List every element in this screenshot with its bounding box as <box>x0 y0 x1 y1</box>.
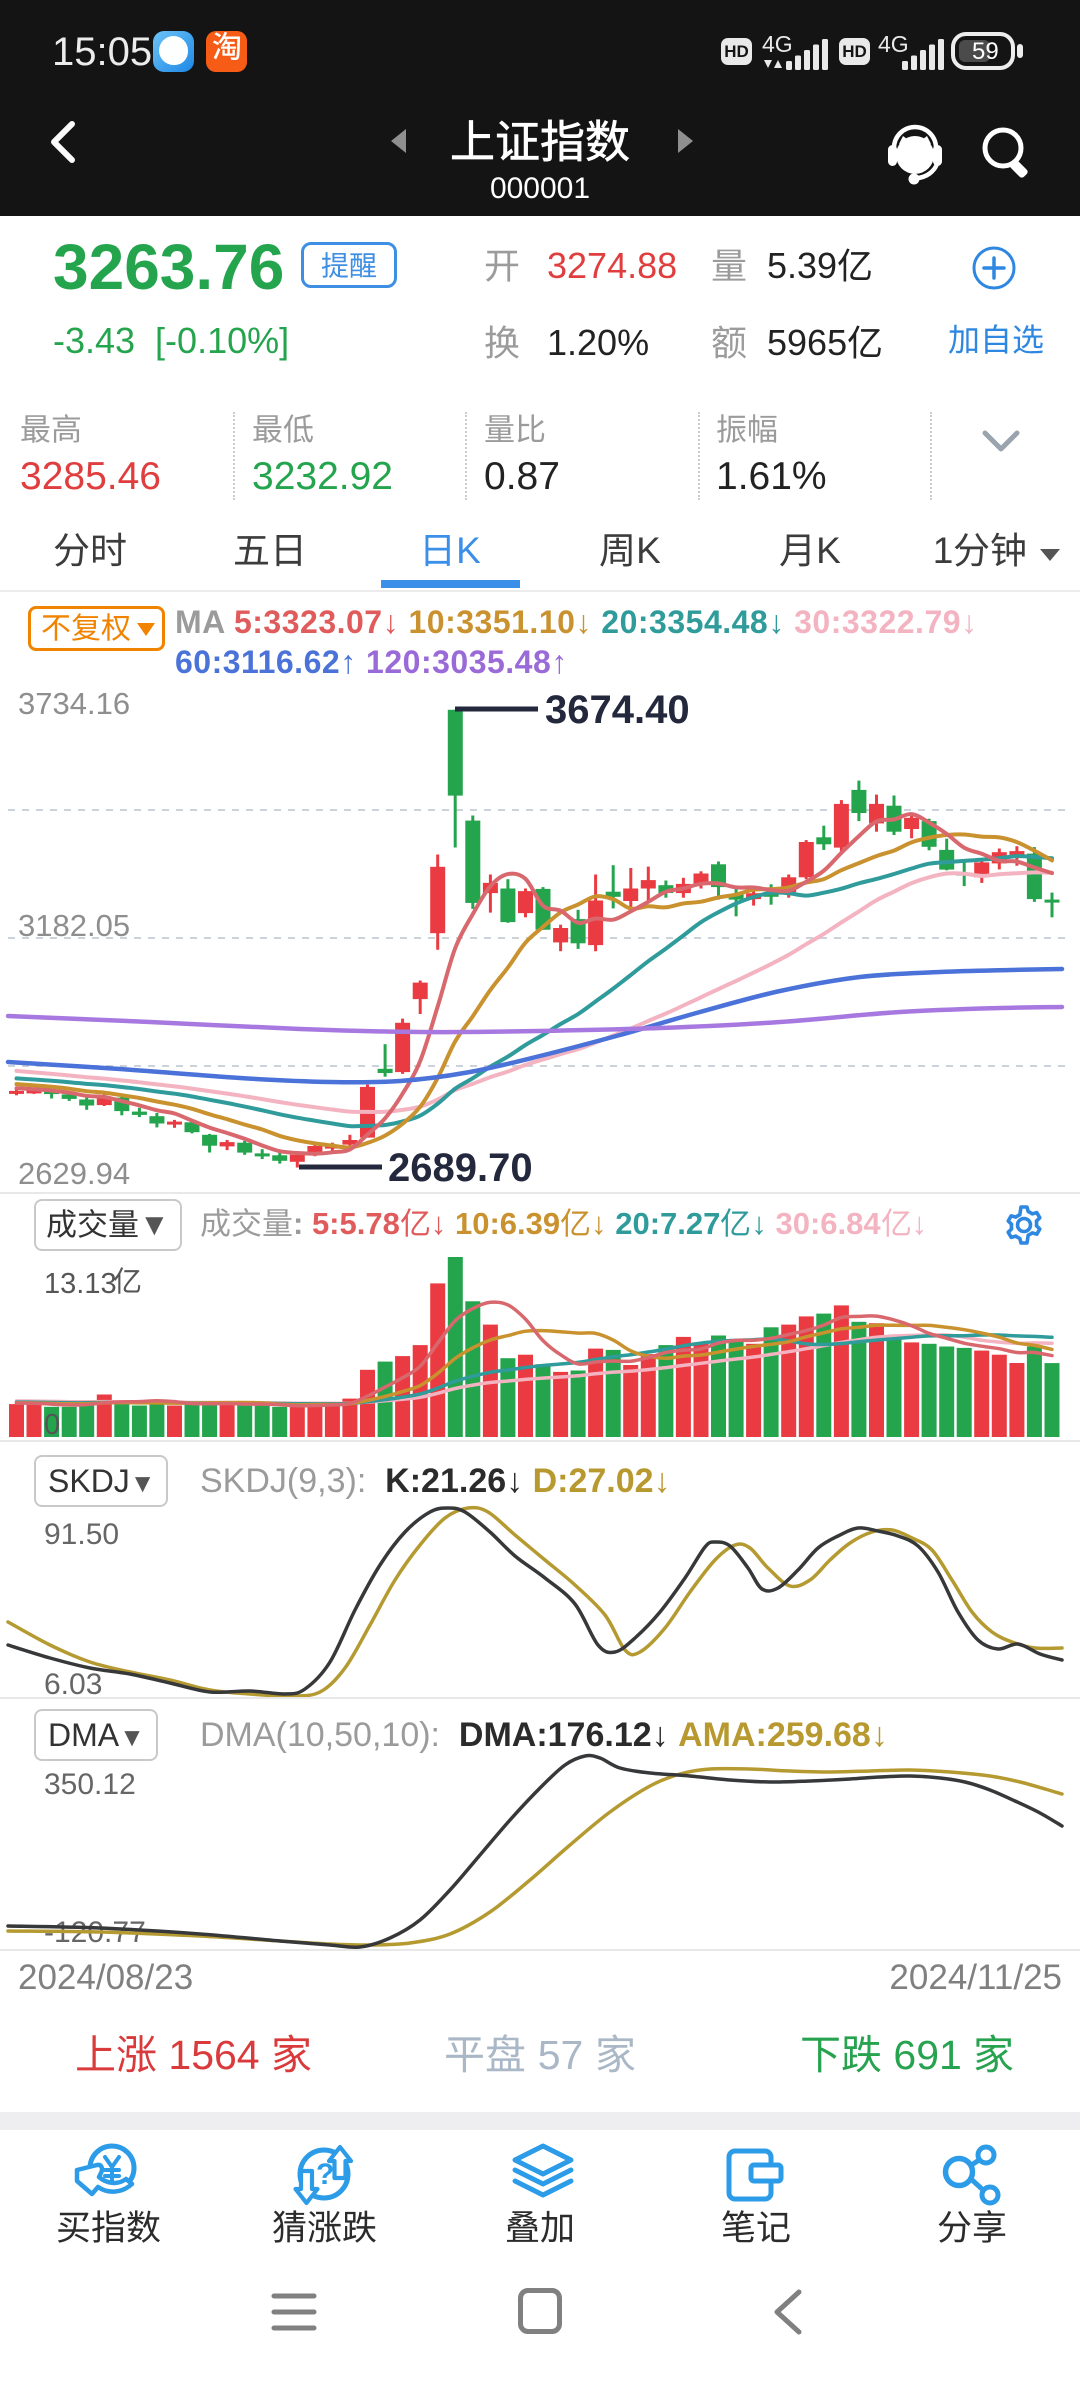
svg-text:4G: 4G <box>878 31 909 57</box>
svg-text:4G: 4G <box>762 31 793 57</box>
svg-text:91.50: 91.50 <box>44 1518 119 1551</box>
svg-text:3674.40: 3674.40 <box>545 688 690 732</box>
svg-text:3182.05: 3182.05 <box>18 908 130 943</box>
svg-text:0: 0 <box>44 1409 60 1441</box>
svg-text:2629.94: 2629.94 <box>18 1156 130 1191</box>
svg-text:13.13: 13.13 <box>44 1268 117 1300</box>
svg-text:?: ? <box>316 2158 334 2191</box>
svg-text:350.12: 350.12 <box>44 1768 136 1801</box>
svg-text:6.03: 6.03 <box>44 1668 102 1701</box>
svg-text:3734.16: 3734.16 <box>18 686 130 721</box>
svg-text:2689.70: 2689.70 <box>388 1146 533 1190</box>
svg-text:59: 59 <box>972 38 999 65</box>
